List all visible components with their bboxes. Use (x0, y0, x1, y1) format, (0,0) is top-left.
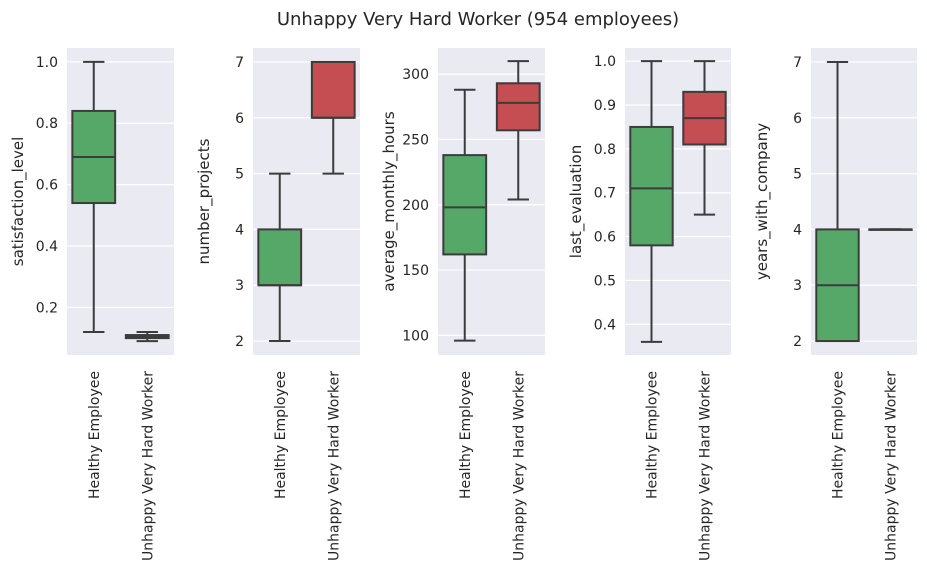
y-axis-label: last_evaluation (567, 145, 586, 258)
box-healthy (629, 60, 674, 343)
box-unhappy (124, 330, 170, 343)
y-tick-label: 0.4 (36, 239, 58, 255)
iqr-box (629, 125, 674, 247)
panel-satisfaction_level: 0.2 0.4 0.6 0.8 1.0 satisfaction_level Healthy… (9, 48, 174, 561)
panel-average_monthly_hours: 100 150 200 250 300 average_monthly_hours Heal… (380, 48, 545, 561)
y-tick-label: 0.8 (594, 142, 616, 158)
box-healthy (71, 60, 117, 333)
y-tick-label: 0.8 (36, 116, 58, 132)
y-tick-label: 100 (402, 328, 429, 344)
y-tick-label: 4 (793, 222, 802, 238)
box-unhappy (495, 60, 541, 201)
box-healthy (257, 172, 303, 343)
y-tick-label: 7 (793, 55, 802, 71)
box-unhappy (868, 228, 913, 231)
x-tick-label: Unhappy Very Hard Worker (884, 371, 900, 561)
y-tick-label: 2 (235, 334, 244, 350)
panel-last_evaluation: 0.4 0.5 0.6 0.7 0.8 0.9 1.0 last_evaluation Heal… (567, 48, 731, 561)
y-tick-label: 2 (793, 334, 802, 350)
x-tick-label: Healthy Employee (645, 371, 661, 499)
box-unhappy (310, 60, 356, 175)
y-axis-label: number_projects (195, 138, 214, 264)
y-axis-label: average_monthly_hours (380, 111, 399, 291)
y-tick-label: 150 (402, 263, 429, 279)
iqr-box (495, 82, 541, 132)
x-tick-label: Unhappy Very Hard Worker (511, 371, 527, 561)
y-tick-label: 3 (793, 278, 802, 294)
y-tick-label: 300 (402, 67, 429, 83)
y-tick-label: 0.6 (594, 230, 616, 246)
x-tick-label: Unhappy Very Hard Worker (698, 371, 714, 561)
x-tick-label: Healthy Employee (273, 371, 289, 499)
x-tick-label: Healthy Employee (831, 371, 847, 499)
y-tick-label: 6 (235, 111, 244, 127)
y-tick-label: 6 (793, 111, 802, 127)
figure-title: Unhappy Very Hard Worker (954 employees) (277, 9, 679, 30)
y-tick-label: 0.9 (594, 98, 616, 114)
panel-years_with_company: 2 3 4 5 6 7 years_with_company Healthy Employee… (753, 48, 917, 561)
x-tick-label: Unhappy Very Hard Worker (140, 371, 156, 561)
y-axis-label: satisfaction_level (9, 137, 28, 267)
x-tick-label: Unhappy Very Hard Worker (326, 371, 342, 561)
y-tick-label: 200 (402, 198, 429, 214)
y-tick-label: 250 (402, 132, 429, 148)
y-tick-label: 3 (235, 278, 244, 294)
panel-number_projects: 2 3 4 5 6 7 number_projects Healthy Employee Unh… (195, 48, 360, 561)
y-tick-label: 1.0 (36, 55, 58, 71)
y-tick-label: 1.0 (594, 54, 616, 70)
x-tick-label: Healthy Employee (458, 371, 474, 499)
y-tick-label: 0.6 (36, 178, 58, 194)
iqr-box (310, 60, 356, 119)
iqr-box (257, 228, 303, 287)
y-tick-label: 5 (235, 167, 244, 183)
box-healthy (442, 88, 488, 342)
y-tick-label: 4 (235, 222, 244, 238)
box-healthy (815, 60, 860, 343)
y-tick-label: 0.4 (594, 317, 616, 333)
y-tick-label: 0.5 (594, 273, 616, 289)
box-plot-panels: 0.2 0.4 0.6 0.8 1.0 satisfaction_level Healthy… (9, 48, 917, 561)
y-tick-label: 0.2 (36, 300, 58, 316)
x-tick-label: Healthy Employee (87, 371, 103, 499)
y-tick-label: 7 (235, 55, 244, 71)
iqr-box (442, 154, 488, 256)
y-axis-label: years_with_company (753, 123, 772, 280)
box-unhappy (682, 60, 727, 216)
y-tick-label: 5 (793, 167, 802, 183)
y-tick-label: 0.7 (594, 186, 616, 202)
